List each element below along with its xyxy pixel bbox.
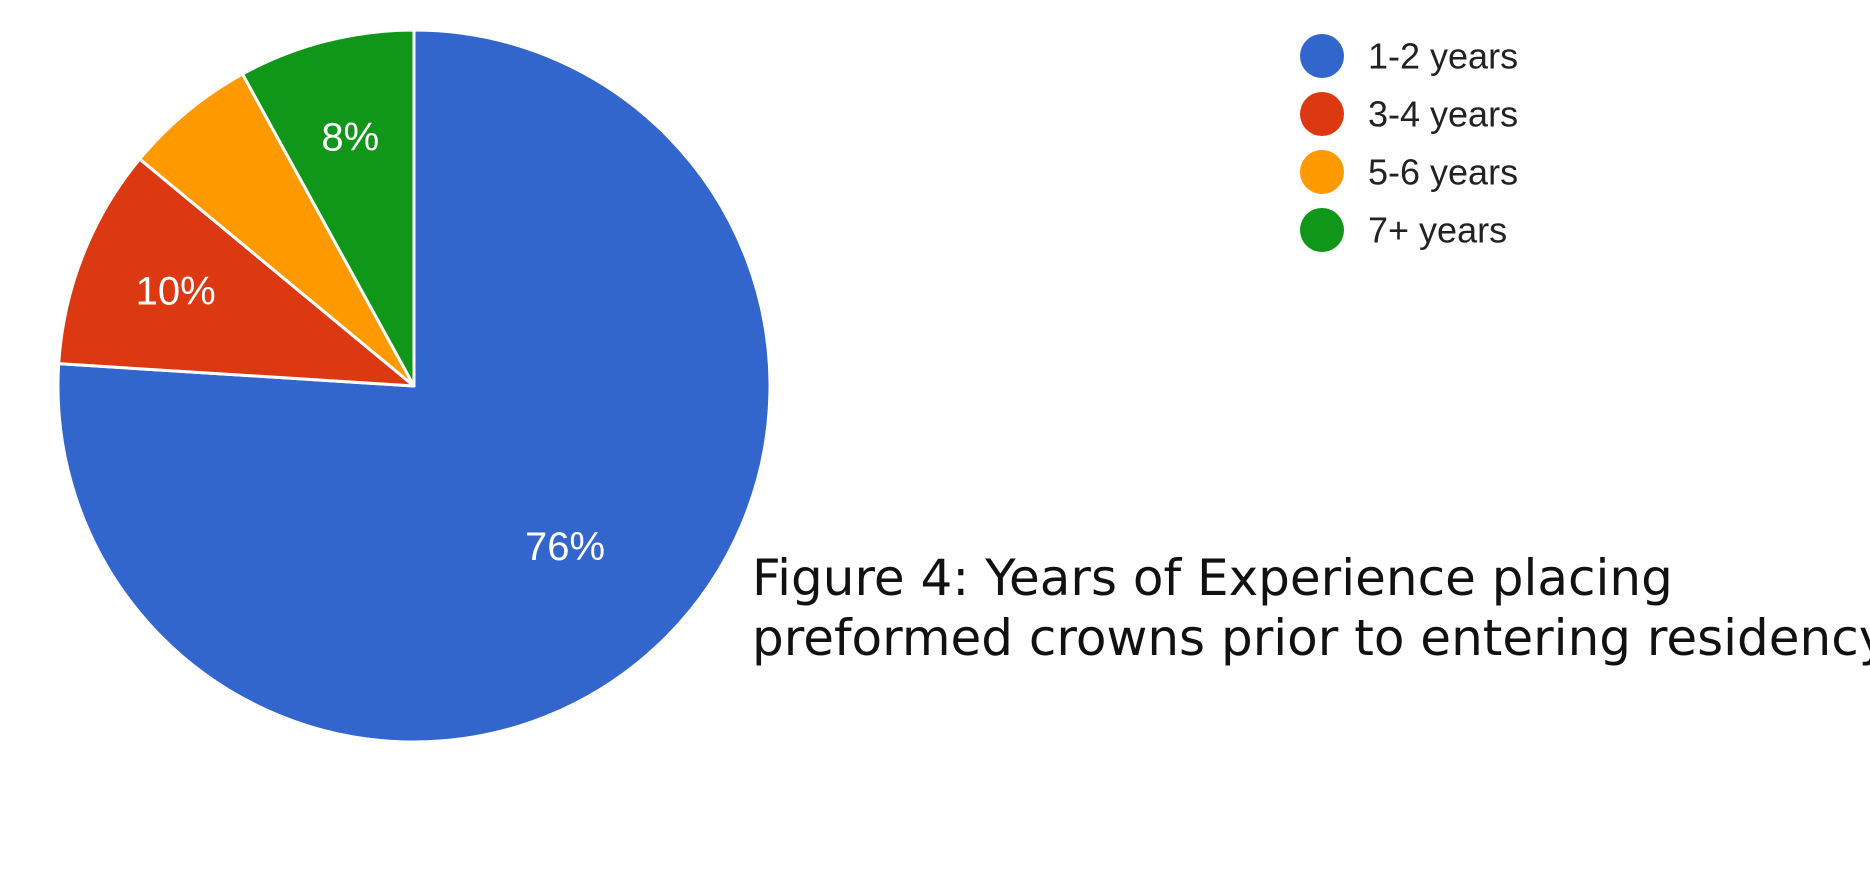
legend-marker-1-2-years <box>1300 34 1344 78</box>
data-label-1-2-years: 76% <box>525 525 605 569</box>
pie-slice-3-4-years <box>57 157 416 388</box>
legend-label-3-4-years: 3-4 years <box>1368 94 1518 135</box>
legend-marker-3-4-years <box>1300 92 1344 136</box>
pie-labels: 76% 10% 8% <box>136 116 605 569</box>
data-label-3-4-years: 10% <box>136 270 216 314</box>
legend-label-1-2-years: 1-2 years <box>1368 36 1518 77</box>
legend-label-7-years: 7+ years <box>1368 210 1507 251</box>
pie-slice-5-6-years <box>138 72 416 388</box>
legend-label-5-6-years: 5-6 years <box>1368 152 1518 193</box>
legend-marker-7-years <box>1300 208 1344 252</box>
legend-marker-5-6-years <box>1300 150 1344 194</box>
pie-slices <box>56 28 772 744</box>
data-label-7-years: 8% <box>321 116 379 160</box>
pie-slice-7-years <box>240 28 416 388</box>
legend: 1-2 years 3-4 years 5-6 years 7+ years <box>1300 34 1518 252</box>
figure-caption: Figure 4: Years of Experience placing pr… <box>752 549 1870 667</box>
